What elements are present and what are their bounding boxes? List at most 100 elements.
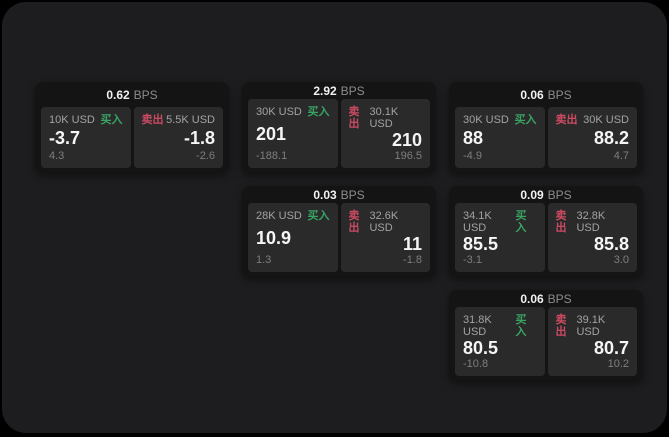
buy-sub-value: -4.9 bbox=[463, 150, 482, 162]
sell-notional: 39.1K USD bbox=[576, 314, 606, 338]
sell-panel[interactable]: 卖出 39.1K USD 80.7 10.2 bbox=[547, 307, 637, 376]
buy-panel[interactable]: 34.1K USD 买入 85.5 -3.1 bbox=[455, 203, 545, 272]
quote-card: 0.06 BPS 30K USD 买入 88 -4.9 卖出 30K USD 8… bbox=[449, 82, 643, 173]
buy-side-label: 买入 bbox=[307, 106, 330, 118]
bps-unit: BPS bbox=[340, 83, 365, 98]
sell-label-row: 卖出 32.6K USD bbox=[349, 210, 423, 234]
buy-price: 88 bbox=[463, 128, 484, 148]
sell-label-row: 卖出 5.5K USD bbox=[142, 114, 216, 126]
bps-header: 0.03 BPS bbox=[248, 186, 430, 203]
bps-header: 0.62 BPS bbox=[41, 82, 223, 107]
buy-notional: 30K USD bbox=[463, 114, 509, 126]
sell-label-row: 卖出 30K USD bbox=[556, 114, 630, 126]
bps-unit: BPS bbox=[133, 87, 158, 102]
sell-notional: 32.8K USD bbox=[576, 210, 606, 234]
buy-sub-value: -10.8 bbox=[463, 358, 489, 370]
buy-panel[interactable]: 30K USD 买入 201 -188.1 bbox=[248, 99, 338, 168]
card-body: 34.1K USD 买入 85.5 -3.1 卖出 32.8K USD 85.8… bbox=[455, 203, 637, 272]
buy-sub-value: 4.3 bbox=[49, 150, 65, 162]
bps-header: 2.92 BPS bbox=[248, 82, 430, 99]
buy-sub-value: 1.3 bbox=[256, 254, 272, 266]
buy-price: 80.5 bbox=[463, 338, 499, 358]
buy-side-label: 买入 bbox=[515, 314, 527, 338]
buy-panel[interactable]: 28K USD 买入 10.9 1.3 bbox=[248, 203, 338, 272]
sell-label-row: 卖出 30.1K USD bbox=[349, 106, 423, 130]
sell-price: -1.8 bbox=[183, 128, 215, 148]
sell-side-label: 卖出 bbox=[555, 210, 567, 234]
buy-notional: 31.8K USD bbox=[463, 314, 492, 338]
sell-sub-value: 196.5 bbox=[394, 150, 422, 162]
sell-label-row: 卖出 39.1K USD bbox=[556, 314, 630, 338]
buy-panel[interactable]: 10K USD 买入 -3.7 4.3 bbox=[41, 107, 131, 168]
sell-sub-value: -1.8 bbox=[403, 254, 422, 266]
sell-panel[interactable]: 卖出 30K USD 88.2 4.7 bbox=[547, 107, 637, 168]
card-body: 31.8K USD 买入 80.5 -10.8 卖出 39.1K USD 80.… bbox=[455, 307, 637, 376]
bps-value: 0.06 bbox=[520, 291, 544, 306]
sell-panel[interactable]: 卖出 30.1K USD 210 196.5 bbox=[340, 99, 430, 168]
buy-side-label: 买入 bbox=[100, 114, 123, 126]
sell-panel[interactable]: 卖出 5.5K USD -1.8 -2.6 bbox=[133, 107, 223, 168]
sell-panel[interactable]: 卖出 32.8K USD 85.8 3.0 bbox=[547, 203, 637, 272]
sell-sub-value: 3.0 bbox=[613, 254, 629, 266]
bps-unit: BPS bbox=[547, 87, 572, 102]
sell-price: 11 bbox=[402, 234, 422, 254]
sell-side-label: 卖出 bbox=[555, 114, 578, 126]
sell-price: 210 bbox=[391, 130, 422, 150]
buy-side-label: 买入 bbox=[515, 210, 527, 234]
bps-header: 0.06 BPS bbox=[455, 290, 637, 307]
bps-unit: BPS bbox=[340, 187, 365, 202]
quote-card: 0.62 BPS 10K USD 买入 -3.7 4.3 卖出 5.5K USD… bbox=[35, 82, 229, 173]
bps-header: 0.09 BPS bbox=[455, 186, 637, 203]
buy-panel[interactable]: 30K USD 买入 88 -4.9 bbox=[455, 107, 545, 168]
bps-value: 0.09 bbox=[520, 187, 544, 202]
buy-label-row: 34.1K USD 买入 bbox=[463, 210, 537, 234]
buy-sub-value: -188.1 bbox=[256, 150, 288, 162]
buy-price: 85.5 bbox=[463, 234, 499, 254]
card-body: 28K USD 买入 10.9 1.3 卖出 32.6K USD 11 -1.8 bbox=[248, 203, 430, 272]
buy-notional: 30K USD bbox=[256, 106, 302, 118]
sell-side-label: 卖出 bbox=[141, 114, 164, 126]
buy-sub-value: -3.1 bbox=[463, 254, 482, 266]
card-body: 10K USD 买入 -3.7 4.3 卖出 5.5K USD -1.8 -2.… bbox=[41, 107, 223, 168]
sell-panel[interactable]: 卖出 32.6K USD 11 -1.8 bbox=[340, 203, 430, 272]
sell-sub-value: -2.6 bbox=[196, 150, 215, 162]
bps-value: 0.03 bbox=[313, 187, 337, 202]
card-body: 30K USD 买入 201 -188.1 卖出 30.1K USD 210 1… bbox=[248, 99, 430, 168]
sell-price: 85.8 bbox=[593, 234, 629, 254]
quote-card: 0.06 BPS 31.8K USD 买入 80.5 -10.8 卖出 39.1… bbox=[449, 290, 643, 381]
sell-sub-value: 4.7 bbox=[613, 150, 629, 162]
buy-notional: 34.1K USD bbox=[463, 210, 492, 234]
quote-card: 0.09 BPS 34.1K USD 买入 85.5 -3.1 卖出 32.8K… bbox=[449, 186, 643, 277]
buy-notional: 10K USD bbox=[49, 114, 95, 126]
bps-value: 0.62 bbox=[106, 87, 130, 102]
bps-value: 0.06 bbox=[520, 87, 544, 102]
card-body: 30K USD 买入 88 -4.9 卖出 30K USD 88.2 4.7 bbox=[455, 107, 637, 168]
sell-side-label: 卖出 bbox=[348, 106, 360, 130]
sell-notional: 30.1K USD bbox=[369, 106, 399, 130]
bps-header: 0.06 BPS bbox=[455, 82, 637, 107]
quote-card: 2.92 BPS 30K USD 买入 201 -188.1 卖出 30.1K … bbox=[242, 82, 436, 173]
cards-grid: 0.62 BPS 10K USD 买入 -3.7 4.3 卖出 5.5K USD… bbox=[35, 82, 643, 381]
buy-price: 201 bbox=[256, 124, 287, 144]
sell-label-row: 卖出 32.8K USD bbox=[556, 210, 630, 234]
sell-price: 88.2 bbox=[593, 128, 629, 148]
buy-label-row: 31.8K USD 买入 bbox=[463, 314, 537, 338]
buy-side-label: 买入 bbox=[307, 210, 330, 222]
sell-price: 80.7 bbox=[593, 338, 629, 358]
buy-label-row: 10K USD 买入 bbox=[49, 114, 123, 126]
sell-side-label: 卖出 bbox=[348, 210, 360, 234]
buy-notional: 28K USD bbox=[256, 210, 302, 222]
buy-price: -3.7 bbox=[49, 128, 81, 148]
buy-label-row: 28K USD 买入 bbox=[256, 210, 330, 222]
sell-side-label: 卖出 bbox=[555, 314, 567, 338]
quote-card: 0.03 BPS 28K USD 买入 10.9 1.3 卖出 32.6K US… bbox=[242, 186, 436, 277]
bps-unit: BPS bbox=[547, 187, 572, 202]
sell-notional: 32.6K USD bbox=[369, 210, 399, 234]
bps-value: 2.92 bbox=[313, 83, 337, 98]
buy-price: 10.9 bbox=[256, 228, 292, 248]
buy-label-row: 30K USD 买入 bbox=[256, 106, 330, 118]
buy-side-label: 买入 bbox=[514, 114, 537, 126]
buy-panel[interactable]: 31.8K USD 买入 80.5 -10.8 bbox=[455, 307, 545, 376]
sell-notional: 30K USD bbox=[583, 114, 629, 126]
